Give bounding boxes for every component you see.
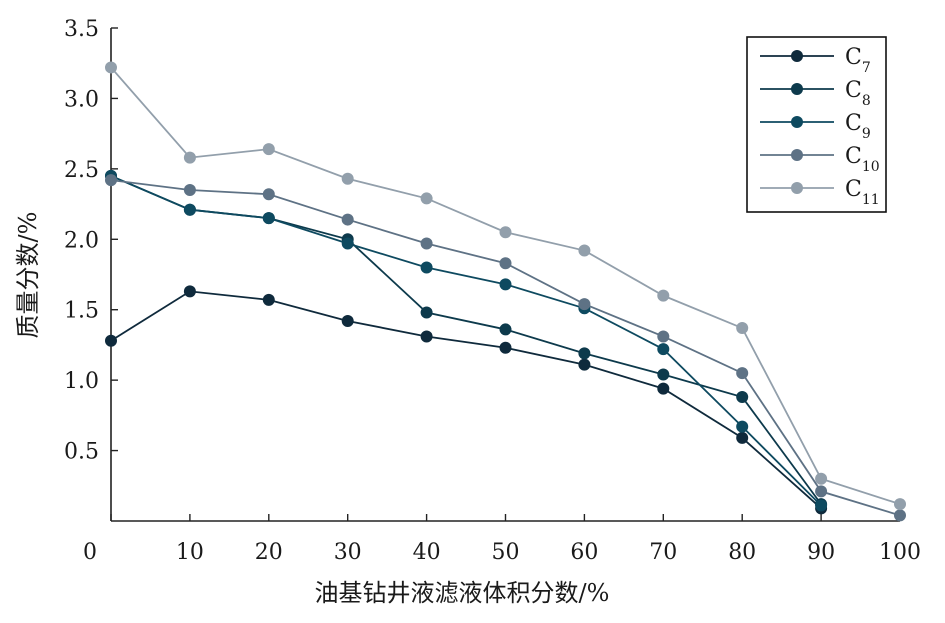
- data-point: [420, 261, 433, 274]
- series-line: [110, 175, 822, 507]
- series-C11: [105, 61, 906, 511]
- data-point: [815, 472, 828, 485]
- y-tick-label: 2.5: [64, 158, 99, 183]
- x-tick-label: 50: [492, 540, 520, 565]
- y-tick-label: 3.0: [64, 87, 99, 112]
- legend-marker: [791, 149, 803, 161]
- x-tick-label: 0: [83, 540, 97, 565]
- data-point: [578, 347, 591, 360]
- series-line: [110, 175, 822, 505]
- y-tick-label: 3.5: [64, 17, 99, 42]
- data-point: [499, 226, 512, 239]
- legend-marker: [791, 182, 803, 194]
- data-point: [657, 289, 670, 302]
- data-point: [736, 391, 749, 404]
- series-C8: [105, 169, 828, 511]
- series-C9: [105, 169, 828, 512]
- data-point: [420, 192, 433, 205]
- data-point: [657, 382, 670, 395]
- y-tick-label: 0.5: [64, 440, 99, 465]
- y-tick-label: 2.0: [64, 228, 99, 253]
- y-tick-label: 1.0: [64, 369, 99, 394]
- x-tick-label: 30: [334, 540, 362, 565]
- data-point: [183, 203, 196, 216]
- data-point: [183, 151, 196, 164]
- data-point: [578, 244, 591, 257]
- data-point: [262, 188, 275, 201]
- data-point: [105, 61, 117, 74]
- y-tick-label: 1.5: [64, 299, 99, 324]
- x-tick-label: 20: [255, 540, 283, 565]
- data-point: [736, 322, 749, 335]
- data-point: [499, 278, 512, 291]
- data-point: [183, 183, 196, 196]
- data-point: [657, 368, 670, 381]
- x-tick-label: 60: [570, 540, 598, 565]
- legend-marker: [791, 50, 803, 62]
- x-axis-title: 油基钻井液滤液体积分数/%: [315, 579, 610, 607]
- data-point: [657, 330, 670, 343]
- data-point: [420, 306, 433, 319]
- axis-ticks: 0 10 20 30 40 50 60 70 80 90 100 0.5 1.0 1.5 2.0 2.5 3.0…: [64, 17, 921, 565]
- data-point: [815, 499, 828, 512]
- legend-marker: [791, 83, 803, 95]
- data-point: [499, 341, 512, 354]
- series-line: [110, 290, 822, 509]
- x-tick-label: 10: [176, 540, 204, 565]
- series-layer: [105, 61, 906, 522]
- data-point: [578, 298, 591, 311]
- data-point: [262, 293, 275, 306]
- data-point: [894, 498, 906, 511]
- data-point: [262, 212, 275, 225]
- data-point: [105, 334, 117, 347]
- data-point: [499, 323, 512, 336]
- data-point: [420, 237, 433, 250]
- data-point: [736, 367, 749, 380]
- x-tick-label: 40: [413, 540, 441, 565]
- data-point: [420, 330, 433, 343]
- series-C7: [105, 285, 828, 515]
- data-point: [736, 431, 749, 444]
- data-point: [183, 285, 196, 298]
- data-point: [578, 358, 591, 371]
- data-point: [815, 485, 828, 498]
- data-point: [657, 343, 670, 356]
- data-point: [341, 213, 354, 226]
- legend-marker: [791, 116, 803, 128]
- data-point: [262, 143, 275, 156]
- x-tick-label: 90: [807, 540, 835, 565]
- data-point: [105, 174, 117, 187]
- data-point: [341, 237, 354, 250]
- data-point: [341, 172, 354, 185]
- data-point: [894, 509, 906, 522]
- data-point: [341, 314, 354, 327]
- series-C10: [105, 174, 906, 522]
- legend-box: [746, 36, 887, 213]
- x-tick-label: 100: [879, 540, 921, 565]
- data-point: [499, 257, 512, 270]
- x-tick-label: 80: [728, 540, 756, 565]
- x-tick-label: 70: [649, 540, 677, 565]
- y-axis-title: 质量分数/%: [14, 212, 42, 339]
- data-point: [736, 420, 749, 433]
